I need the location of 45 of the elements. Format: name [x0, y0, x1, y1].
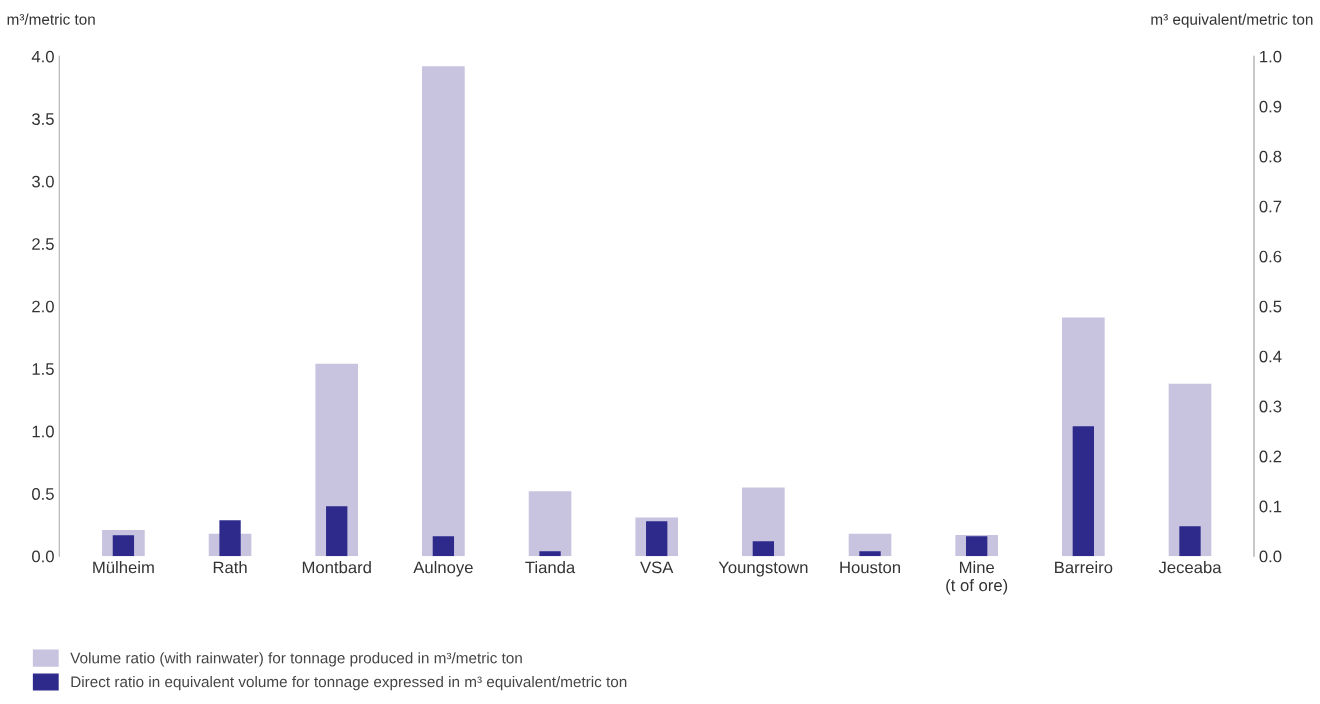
x-tick-label: Barreiro — [1055, 561, 1113, 574]
y2-tick-label: 0.8 — [1259, 150, 1282, 163]
y-tick-label: 1.0 — [32, 425, 54, 438]
y2-tick-label: 0.7 — [1259, 200, 1282, 213]
y2-tick-label: 1.0 — [1260, 50, 1282, 63]
y-tick-label: 1.5 — [32, 363, 54, 375]
bar — [432, 536, 455, 557]
y2-tick-label: 0.2 — [1259, 450, 1282, 463]
y2-tick-label: 0.1 — [1259, 500, 1282, 513]
x-tick-label: Mülheim — [93, 561, 154, 574]
bar — [539, 551, 561, 557]
y2-tick-label: 0.4 — [1259, 350, 1282, 363]
x-tick-label: Rath — [213, 561, 247, 574]
y-tick-label: 2.5 — [32, 238, 54, 250]
y-tick-label: 3.5 — [32, 113, 54, 125]
bar — [326, 506, 348, 557]
bar — [859, 551, 881, 557]
bar — [528, 491, 572, 557]
bar — [1072, 426, 1095, 557]
legend-label: Volume ratio (with rainwater) for tonnage produced in m³/metric ton — [70, 652, 522, 667]
legend-label: Direct ratio in equivalent volume for tonnage expressed in m³ equivalent/metric ton — [71, 676, 627, 691]
y2-tick-label: 0.3 — [1259, 400, 1282, 413]
y-tick-label: 3.0 — [32, 175, 54, 188]
y2-axis-title: m³ equivalent/metric ton — [1151, 13, 1313, 28]
x-tick-label: VSA — [640, 561, 674, 574]
bar — [1168, 383, 1212, 557]
bar — [422, 66, 465, 557]
y2-tick-label: 0.0 — [1259, 550, 1282, 563]
y2-tick-label: 0.6 — [1259, 250, 1282, 263]
x-tick-label: Houston — [840, 561, 900, 574]
x-tick-label: Youngstown — [718, 561, 808, 577]
y-axis-title: m³/metric ton — [7, 13, 95, 25]
x-tick-label: Tianda — [525, 561, 576, 574]
y-tick-label: 4.0 — [31, 50, 54, 63]
bar — [1179, 526, 1201, 557]
y2-tick-label: 0.9 — [1259, 100, 1282, 113]
bar — [752, 541, 775, 557]
x-tick-label: Aulnoye — [413, 561, 473, 577]
y2-tick-label: 0.5 — [1259, 300, 1282, 313]
y-tick-label: 0.0 — [32, 550, 54, 563]
y-tick-label: 2.0 — [32, 300, 54, 313]
x-tick-label: Jeceaba — [1158, 561, 1222, 574]
x-tick-label: Montbard — [302, 561, 371, 574]
x-tick-label: Mine (t of ore) — [946, 561, 1008, 595]
y-tick-label: 0.5 — [32, 488, 54, 500]
